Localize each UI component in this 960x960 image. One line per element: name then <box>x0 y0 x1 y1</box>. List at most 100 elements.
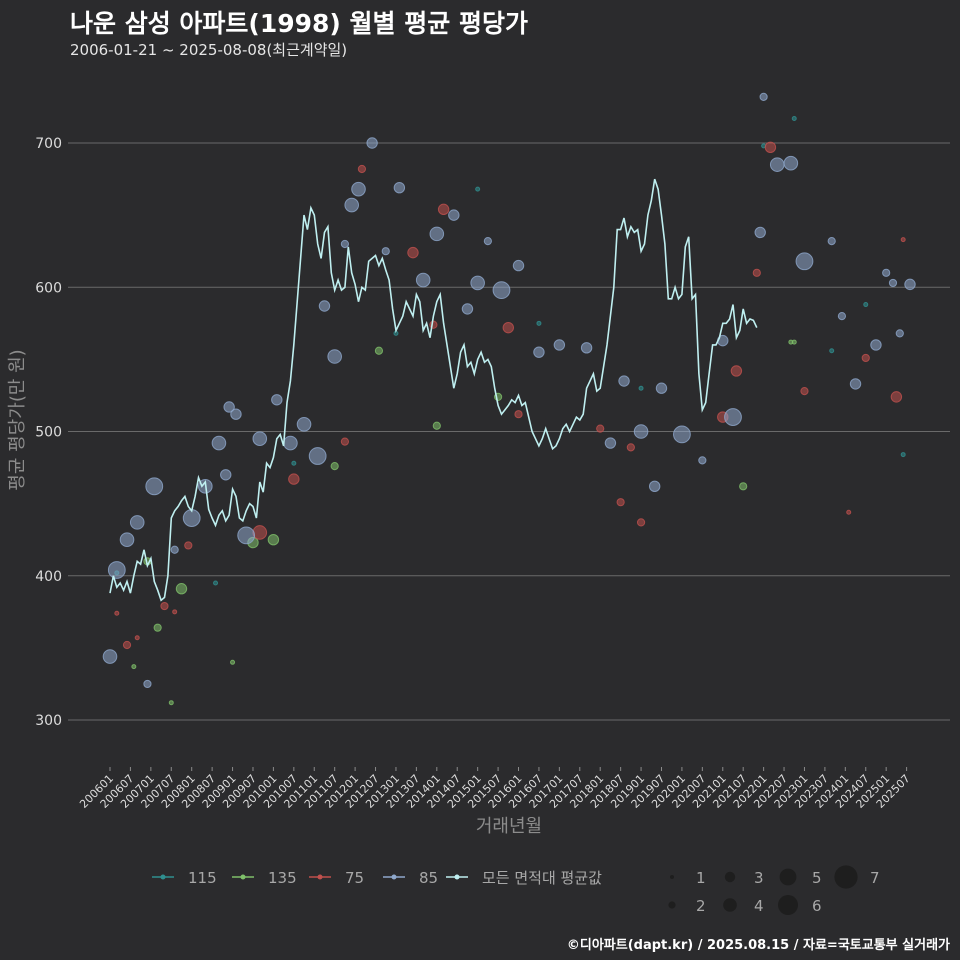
point-135 <box>153 623 162 632</box>
grid-lines <box>68 142 950 721</box>
point-85 <box>107 561 126 579</box>
legend-size-5 <box>779 868 797 886</box>
point-135 <box>791 339 797 345</box>
point-75 <box>730 365 743 377</box>
point-85 <box>296 416 312 432</box>
point-85 <box>182 509 201 527</box>
point-85 <box>366 137 378 149</box>
legend-size-label: 2 <box>696 897 706 915</box>
point-135 <box>267 533 280 546</box>
point-115 <box>536 320 542 326</box>
point-85 <box>381 247 390 256</box>
legend-size-label: 4 <box>754 897 764 915</box>
point-115 <box>829 348 835 354</box>
point-75 <box>764 141 777 154</box>
point-85 <box>580 342 593 354</box>
point-85 <box>340 239 349 249</box>
point-85 <box>655 382 668 394</box>
point-85 <box>145 477 164 496</box>
point-85 <box>754 226 766 239</box>
point-85 <box>223 401 235 413</box>
point-85 <box>283 435 298 451</box>
legend-size-label: 1 <box>696 869 706 887</box>
point-75 <box>134 635 140 641</box>
point-75 <box>626 443 635 452</box>
point-85 <box>344 197 360 213</box>
y-tick-label: 700 <box>35 136 62 152</box>
point-85 <box>252 431 268 447</box>
point-85 <box>633 424 649 439</box>
legend-size-label: 6 <box>812 897 822 915</box>
point-85 <box>230 408 242 420</box>
point-75 <box>114 610 120 616</box>
point-115 <box>863 302 869 308</box>
legend-dot-115 <box>160 874 166 880</box>
chart-title: 나운 삼성 아파트(1998) 월별 평균 평당가 <box>70 9 528 38</box>
point-115 <box>213 580 219 586</box>
point-135 <box>131 664 137 670</box>
point-85 <box>795 252 814 271</box>
point-85 <box>415 272 431 288</box>
point-85 <box>783 155 799 171</box>
legend-dot-avg <box>454 874 460 880</box>
point-75 <box>122 640 132 650</box>
point-85 <box>129 515 145 530</box>
legend-size-2 <box>668 901 676 909</box>
point-85 <box>102 649 118 664</box>
point-75 <box>900 237 906 243</box>
point-115 <box>475 186 481 192</box>
point-75 <box>800 387 809 396</box>
point-135 <box>330 462 339 471</box>
legend-label-115: 115 <box>188 869 217 887</box>
point-85 <box>724 408 742 426</box>
point-85 <box>882 268 891 277</box>
point-135 <box>432 421 441 430</box>
point-85 <box>429 226 445 242</box>
chart-subtitle: 2006-01-21 ~ 2025-08-08(최근계약일) <box>70 41 348 59</box>
point-75 <box>288 473 300 485</box>
y-tick-label: 400 <box>35 569 62 585</box>
point-75 <box>752 268 761 277</box>
point-85 <box>553 339 566 351</box>
point-85 <box>648 480 661 493</box>
point-85 <box>827 236 836 246</box>
point-75 <box>636 518 646 527</box>
point-85 <box>895 329 904 338</box>
legend-label-avg: 모든 면적대 평균값 <box>482 869 602 887</box>
x-axis-label: 거래년월 <box>476 816 542 837</box>
point-85 <box>220 469 232 481</box>
source-credit: ©디아파트(dapt.kr) / 2025.08.15 / 자료=국토교통부 실… <box>566 938 950 953</box>
point-115 <box>291 460 297 466</box>
legend-size-6 <box>778 895 798 915</box>
point-85 <box>769 157 785 172</box>
point-85 <box>119 532 135 547</box>
point-135 <box>374 346 384 355</box>
point-75 <box>357 164 367 174</box>
legend-dot-85 <box>391 874 397 880</box>
point-75 <box>437 203 450 216</box>
point-75 <box>890 391 903 403</box>
point-115 <box>791 115 797 121</box>
point-85 <box>888 278 898 288</box>
point-85 <box>533 346 545 358</box>
point-85 <box>170 545 179 554</box>
average-line-group <box>109 178 758 602</box>
point-85 <box>143 679 152 689</box>
y-tick-label: 300 <box>35 713 62 729</box>
point-85 <box>308 447 327 465</box>
point-85 <box>837 312 847 321</box>
point-135 <box>739 482 748 491</box>
point-85 <box>461 303 474 315</box>
point-75 <box>846 509 852 515</box>
point-85 <box>448 209 460 221</box>
point-75 <box>160 601 169 611</box>
point-85 <box>604 437 617 449</box>
legend-size-7 <box>834 865 858 889</box>
point-85 <box>759 92 768 101</box>
point-85 <box>470 275 485 291</box>
y-axis-label: 평균 평당가(만 원) <box>7 349 28 490</box>
point-85 <box>483 236 492 246</box>
point-85 <box>393 182 406 194</box>
legend-size-label: 3 <box>754 869 764 887</box>
